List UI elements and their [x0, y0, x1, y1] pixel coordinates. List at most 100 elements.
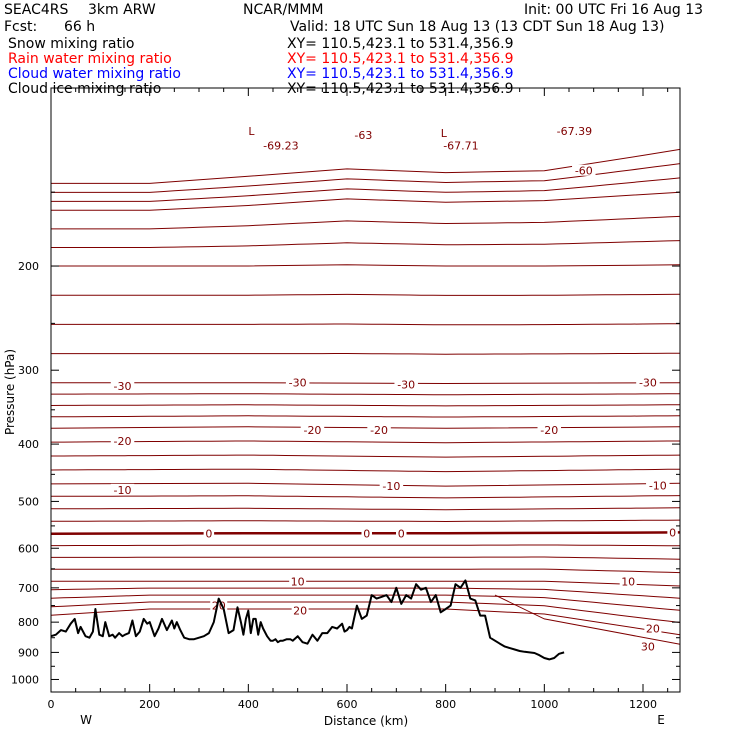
contour-label-bg — [300, 424, 325, 436]
contour-label: -20 — [114, 435, 132, 448]
isotherm-minor — [50, 468, 681, 473]
extremum-label: L — [248, 125, 255, 138]
x-tick-label: 0 — [48, 698, 55, 711]
contour-label-bg — [619, 575, 637, 587]
isotherm-minor — [50, 594, 681, 611]
extremum-label: -67.39 — [557, 125, 592, 138]
contour-label: -10 — [649, 480, 667, 493]
isotherm-20 — [50, 608, 681, 636]
contour-label: 0 — [398, 527, 405, 540]
isotherm-minor — [51, 393, 680, 396]
contour-label: 20 — [212, 600, 226, 613]
contour-label-bg — [291, 604, 309, 616]
contour-label-bg — [396, 527, 407, 539]
legend-xy-cloud-ice: XY= 110.5,423.1 to 531.4,356.9 — [287, 81, 514, 97]
contour-label: -30 — [289, 377, 307, 390]
isotherm--60 — [51, 148, 681, 184]
legend-label-cloud-water: Cloud water mixing ratio — [8, 66, 181, 82]
extremum-label: L — [441, 127, 448, 140]
isotherm--30 — [51, 382, 681, 385]
contour-label: -20 — [303, 424, 321, 437]
organization: NCAR/MMM — [243, 2, 324, 18]
isotherm-minor — [50, 587, 681, 599]
contour-label-bg — [110, 434, 135, 446]
contour-label: 30 — [641, 641, 655, 654]
isotherm-minor — [51, 293, 681, 296]
contour-label-bg — [636, 376, 660, 388]
extrema-labels: L-69.23-63 L-67.71-67.39 — [248, 125, 592, 153]
x-tick-label: 800 — [435, 698, 456, 711]
east-end-label: E — [657, 713, 665, 727]
y-tick-label: 700 — [18, 582, 39, 595]
contour-label-bg — [572, 164, 596, 176]
contour-label-bg — [667, 526, 678, 538]
isotherm-minor — [51, 177, 681, 202]
contour-label: -30 — [114, 380, 132, 393]
init-time: Init: 00 UTC Fri 16 Aug 13 — [524, 2, 703, 18]
legend: Snow mixing ratio XY= 110.5,423.1 to 531… — [8, 36, 514, 97]
contour-label-bg — [210, 599, 228, 611]
isotherm--50 — [51, 191, 681, 211]
isotherm-minor — [51, 440, 680, 444]
forecast-hours: 66 h — [64, 19, 95, 35]
contour-label-bg — [379, 480, 404, 492]
isotherm--10 — [50, 482, 681, 487]
contour-label-bg — [639, 640, 657, 652]
y-tick-label: 400 — [18, 438, 39, 451]
isotherm-minor — [50, 601, 681, 623]
isotherm-0 — [50, 531, 681, 535]
contour-label-bg — [367, 424, 391, 436]
contour-label-bg — [537, 424, 562, 436]
isotherm-30 — [494, 594, 681, 645]
isotherm-minor — [50, 519, 681, 523]
west-end-label: W — [80, 713, 92, 727]
legend-label-cloud-ice: Cloud ice mixing ratio — [8, 81, 161, 97]
legend-label-snow: Snow mixing ratio — [8, 36, 134, 52]
isotherm-minor — [51, 507, 681, 511]
isotherm-minor — [51, 495, 681, 499]
x-tick-label: 1200 — [629, 698, 657, 711]
contour-labels: -60 -30 -30 -30 -30 -20 -20 -20 -20 -10 -10 -10 0 0 0 0… — [110, 164, 678, 654]
y-tick-label: 1000 — [11, 673, 39, 686]
contour-label: 10 — [291, 576, 305, 589]
isotherm-minor — [51, 415, 681, 418]
legend-label-rain: Rain water mixing ratio — [8, 51, 172, 67]
contour-label-bg — [110, 379, 135, 391]
contour-label: -30 — [639, 377, 657, 390]
terrain-profile — [50, 579, 565, 661]
plot-frame — [50, 87, 681, 693]
y-tick-label: 300 — [18, 364, 39, 377]
x-axis: 0 200 400 600 800 1000 1200 — [48, 88, 669, 711]
contour-label: -10 — [114, 484, 132, 497]
contour-label-bg — [644, 622, 662, 634]
isotherm-minor — [51, 215, 681, 230]
isotherm--20 — [50, 426, 681, 429]
x-axis-title: Distance (km) — [324, 714, 408, 728]
contour-label-bg — [285, 376, 310, 388]
contour-label: 10 — [621, 576, 635, 589]
contour-label: -30 — [397, 378, 415, 391]
isotherm-minor — [51, 323, 681, 326]
model-name: SEAC4RS — [4, 2, 68, 18]
contour-label-bg — [110, 483, 135, 495]
x-tick-label: 600 — [337, 698, 358, 711]
terrain-line — [50, 579, 565, 661]
model-resolution: 3km ARW — [88, 2, 156, 18]
x-tick-label: 1000 — [530, 698, 558, 711]
y-tick-label: 800 — [18, 616, 39, 629]
isotherm-minor — [51, 240, 681, 248]
extremum-label: -67.71 — [443, 139, 478, 152]
y-tick-label: 200 — [18, 260, 39, 273]
isotherm-minor — [50, 404, 680, 407]
y-tick-label: 900 — [18, 646, 39, 659]
contour-label-bg — [361, 527, 372, 539]
isotherm-minor — [51, 568, 681, 574]
legend-xy-rain: XY= 110.5,423.1 to 531.4,356.9 — [287, 51, 514, 67]
isotherm-minor — [51, 544, 681, 547]
x-tick-label: 400 — [238, 698, 259, 711]
contour-label: -60 — [575, 165, 593, 178]
y-tick-label: 600 — [18, 542, 39, 555]
contour-label: -20 — [540, 424, 558, 437]
x-tick-label: 200 — [139, 698, 160, 711]
